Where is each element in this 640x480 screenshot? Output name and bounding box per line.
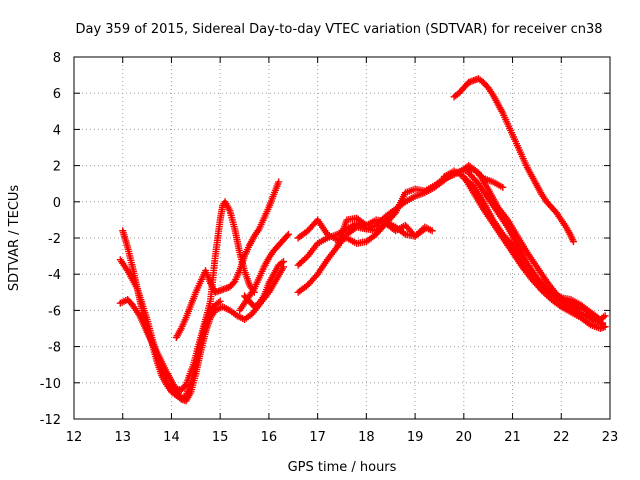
y-tick-label: -6 (48, 304, 61, 319)
x-tick-label: 22 (553, 430, 570, 445)
x-tick-label: 12 (66, 430, 83, 445)
series-arc-11 (450, 75, 577, 246)
data-point (400, 229, 408, 237)
y-tick-label: 0 (53, 196, 61, 211)
y-tick-label: -10 (40, 377, 61, 392)
chart-title: Day 359 of 2015, Sidereal Day-to-day VTE… (75, 22, 602, 37)
data-point (280, 258, 288, 266)
x-tick-label: 18 (358, 430, 375, 445)
series-arc-4 (172, 178, 283, 342)
data-point (499, 183, 507, 191)
axis-ticks: 12 13 14 15 16 17 18 19 20 21 22 23 -12 -10 -8 -6 -4 -2 0 2… (40, 51, 619, 445)
data-point (275, 178, 283, 186)
y-tick-label: 8 (53, 51, 61, 66)
x-tick-label: 17 (309, 430, 326, 445)
data-point (215, 299, 223, 307)
series-arc-13 (460, 174, 609, 323)
data-point (428, 227, 436, 235)
x-tick-label: 15 (212, 430, 229, 445)
data-point (599, 319, 607, 327)
plot-frame (73, 56, 611, 420)
data-point (283, 232, 291, 240)
x-tick-label: 20 (456, 430, 473, 445)
x-tick-label: 23 (602, 430, 619, 445)
data-point (390, 210, 398, 218)
y-tick-label: 2 (53, 160, 61, 175)
data-point (601, 323, 609, 331)
data-point (561, 300, 569, 308)
data-point (600, 313, 608, 321)
y-tick-label: -12 (40, 413, 61, 428)
x-tick-label: 21 (504, 430, 521, 445)
y-tick-label: -8 (48, 341, 61, 356)
y-tick-label: 6 (53, 87, 61, 102)
series-arc-14 (465, 169, 607, 327)
y-tick-label: -2 (48, 232, 61, 247)
y-axis-label: SDTVAR / TECUs (7, 185, 22, 292)
data-point (421, 225, 429, 233)
data-layer (116, 75, 609, 405)
data-point (181, 382, 189, 390)
y-tick-label: 4 (53, 123, 61, 138)
data-point (419, 226, 427, 234)
x-tick-label: 16 (261, 430, 278, 445)
x-tick-label: 19 (407, 430, 424, 445)
series-arc-2 (116, 198, 258, 394)
x-axis-label: GPS time / hours (288, 460, 397, 475)
x-tick-label: 13 (114, 430, 131, 445)
data-point (216, 297, 224, 305)
data-point (569, 238, 577, 246)
data-point (284, 230, 292, 238)
data-point (278, 259, 286, 267)
data-point (601, 312, 609, 320)
series-arc-10 (333, 214, 429, 251)
x-tick-label: 14 (163, 430, 180, 445)
data-point (230, 279, 238, 287)
y-tick-label: -4 (48, 268, 61, 283)
series-arc-6 (241, 258, 288, 311)
